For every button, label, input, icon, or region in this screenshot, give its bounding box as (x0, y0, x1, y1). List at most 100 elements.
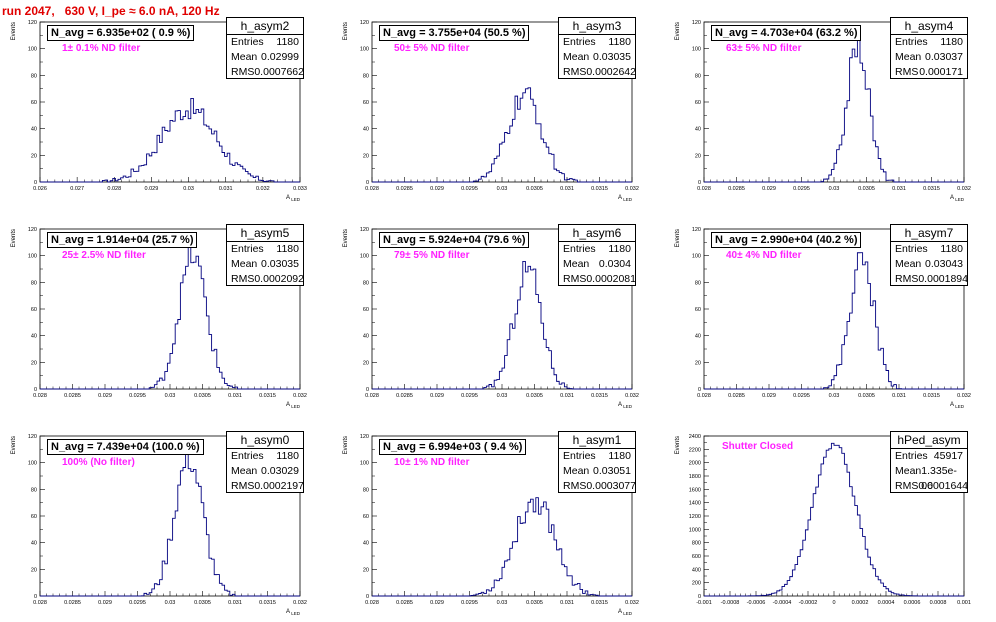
filter-label: 100% (No filter) (62, 457, 135, 468)
x-axis-label-main: A (618, 402, 622, 408)
x-tick-label: 0.0305 (858, 186, 875, 192)
x-tick-label: 0.028 (107, 186, 121, 192)
stats-value-rms: 0.0001894 (918, 273, 968, 285)
histogram-svg: 0 20 40 60 80 100 120 0.026 0.027 0.028 0.029 0.03 0… (11, 20, 307, 202)
x-tick-label: 0.031 (228, 393, 242, 399)
y-tick-label: 40 (31, 541, 37, 547)
stats-label-rms: RMS (563, 273, 587, 285)
x-tick-label: 0.027 (70, 186, 84, 192)
stats-value-entries: 1180 (276, 36, 299, 48)
y-axis-label: Events (11, 22, 17, 40)
x-tick-label: 0.03 (497, 393, 508, 399)
x-tick-label: -0.0002 (799, 600, 818, 606)
x-tick-label: 0.0305 (858, 393, 875, 399)
histogram-series (704, 33, 964, 183)
y-tick-label: 40 (31, 334, 37, 340)
stats-row-rms: RMS 0.0001644 (891, 479, 968, 494)
x-tick-label: 0.0285 (396, 600, 413, 606)
x-tick-label: -0.0006 (747, 600, 766, 606)
histogram-pad-h_asym0: 0 20 40 60 80 100 120 0.028 0.0285 0.029 0.0295 0.0… (0, 414, 332, 621)
y-tick-label: 60 (363, 307, 369, 313)
x-axis-label: A LED (618, 195, 633, 202)
x-axis-label-sub: LED (290, 197, 301, 202)
x-tick-label: 0.031 (892, 186, 906, 192)
x-tick-label: 0.0285 (396, 393, 413, 399)
y-tick-label: 80 (31, 487, 37, 493)
stats-value-entries: 1180 (940, 243, 963, 255)
stats-label-mean: Mean (231, 465, 258, 477)
stats-value-mean: 0.0304 (598, 258, 631, 270)
stats-row-rms: RMS 0.000171 (891, 65, 967, 80)
y-tick-label: 1200 (689, 514, 701, 520)
x-tick-label: 0 (832, 600, 835, 606)
stats-row-mean: Mean 0.03043 (891, 257, 967, 272)
y-axis-label: Events (343, 229, 349, 247)
x-tick-label: 0.0004 (878, 600, 895, 606)
x-tick-label: 0.029 (430, 186, 444, 192)
histogram-name: h_asym1 (559, 432, 635, 449)
y-tick-label: 20 (363, 360, 369, 366)
stats-label-mean: Mean (231, 51, 258, 63)
x-tick-label: 0.028 (365, 186, 379, 192)
y-tick-label: 20 (363, 567, 369, 573)
y-tick-label: 120 (692, 20, 701, 26)
y-tick-label: 80 (363, 487, 369, 493)
stats-label-rms: RMS (231, 273, 255, 285)
navg-label: N_avg = 1.914e+04 (25.7 %) (47, 232, 198, 248)
histogram-svg: 0 20 40 60 80 100 120 0.028 0.0285 0.029 0.0295 0.0… (343, 20, 639, 202)
stats-row-entries: Entries 1180 (227, 242, 303, 257)
y-axis-label: Events (11, 229, 17, 247)
y-tick-label: 40 (363, 127, 369, 133)
x-tick-label: 0.028 (33, 600, 47, 606)
x-axis-label: A LED (950, 195, 965, 202)
stats-box: h_asym4 Entries 1180 Mean 0.03037 RMS 0.000171 (890, 17, 968, 79)
y-tick-label: 60 (695, 100, 701, 106)
stats-value-mean: 0.03037 (925, 51, 963, 63)
y-tick-label: 40 (695, 127, 701, 133)
stats-label-mean: Mean (895, 465, 922, 477)
stats-value-rms: 0.000171 (919, 66, 963, 78)
x-tick-label: 0.031 (892, 393, 906, 399)
x-tick-label: 0.032 (293, 393, 307, 399)
filter-label: Shutter Closed (722, 441, 794, 452)
y-tick-label: 60 (31, 100, 37, 106)
navg-label: N_avg = 6.994e+03 ( 9.4 %) (379, 439, 527, 455)
histogram-pad-h_asym4: 0 20 40 60 80 100 120 0.028 0.0285 0.029 0.0295 0.0… (664, 0, 996, 207)
x-tick-label: 0.029 (145, 186, 159, 192)
y-tick-label: 100 (692, 254, 701, 260)
stats-row-rms: RMS 0.0001894 (891, 272, 968, 287)
histogram-svg: 0 20 40 60 80 100 120 0.028 0.0285 0.029 0.0295 0.0… (11, 227, 307, 409)
x-tick-label: 0.033 (293, 186, 307, 192)
stats-row-mean: Mean 0.03035 (227, 257, 303, 272)
stats-value-rms: 0.0002197 (254, 480, 304, 492)
stats-label-mean: Mean (895, 258, 922, 270)
x-tick-label: 0.0285 (728, 393, 745, 399)
x-axis-label: A LED (286, 195, 301, 202)
y-tick-label: 120 (28, 434, 37, 440)
x-tick-label: 0.029 (430, 600, 444, 606)
stats-row-rms: RMS 0.0002642 (559, 65, 636, 80)
y-tick-label: 1400 (689, 501, 701, 507)
stats-row-mean: Mean 0.03029 (227, 464, 303, 479)
x-tick-label: 0.0295 (461, 393, 478, 399)
x-tick-label: 0.03 (183, 186, 194, 192)
y-tick-label: 20 (695, 153, 701, 159)
y-tick-label: 100 (360, 47, 369, 53)
y-tick-label: 60 (363, 100, 369, 106)
y-tick-label: 2400 (689, 434, 701, 440)
navg-label: N_avg = 4.703e+04 (63.2 %) (711, 25, 862, 41)
x-tick-label: 0.026 (33, 186, 47, 192)
histogram-svg: 0 200 400 600 800 1000 1200 1400 1600 1800 2000 220… (675, 434, 971, 606)
stats-box: h_asym2 Entries 1180 Mean 0.02999 RMS 0.000766… (226, 17, 304, 79)
stats-label-mean: Mean (895, 51, 922, 63)
x-axis-label-sub: LED (290, 611, 301, 616)
y-tick-label: 80 (695, 73, 701, 79)
stats-label-entries: Entries (895, 450, 928, 462)
histogram-pad-h_asym3: 0 20 40 60 80 100 120 0.028 0.0285 0.029 0.0295 0.0… (332, 0, 664, 207)
stats-label-rms: RMS (895, 480, 919, 492)
stats-value-rms: 0.0007662 (254, 66, 304, 78)
y-tick-label: 20 (363, 153, 369, 159)
filter-label: 25± 2.5% ND filter (62, 250, 146, 261)
stats-row-mean: Mean 0.03035 (559, 50, 635, 65)
navg-label: N_avg = 3.755e+04 (50.5 %) (379, 25, 530, 41)
